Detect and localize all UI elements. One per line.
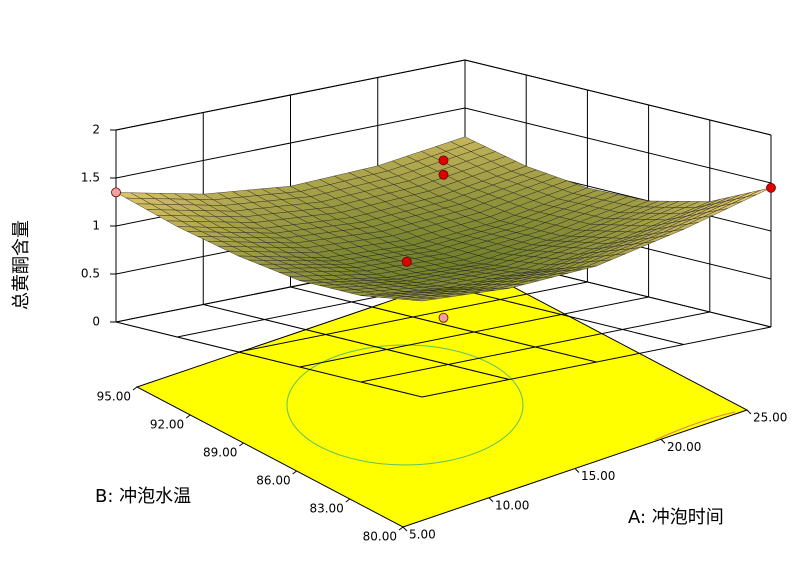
grid-line	[290, 286, 597, 363]
y-tick-label: 89.00	[203, 446, 237, 460]
axis-line	[464, 59, 772, 136]
x-tick-label: 15.00	[581, 469, 615, 483]
contour	[286, 344, 524, 466]
tick-mark	[132, 386, 138, 391]
y-tick-label: 80.00	[363, 530, 397, 544]
tick-mark	[402, 526, 408, 532]
design-point	[401, 256, 412, 267]
y-axis-title: B: 冲泡水温	[95, 486, 191, 507]
tick-mark	[398, 526, 404, 531]
x-tick-label: 20.00	[667, 440, 701, 454]
z-tick-label: 2	[92, 123, 100, 137]
y-tick-label: 86.00	[256, 474, 290, 488]
design-point	[766, 182, 776, 193]
tick-mark	[746, 409, 752, 415]
x-tick-label: 25.00	[753, 411, 787, 425]
z-tick-label: 1.5	[81, 171, 100, 185]
y-tick-label: 95.00	[97, 390, 131, 404]
tick-mark	[239, 442, 244, 447]
tick-mark	[488, 497, 494, 503]
tick-mark	[292, 470, 297, 475]
z-tick-label: 0	[92, 315, 100, 329]
tick-mark	[345, 498, 351, 503]
tick-mark	[185, 414, 191, 419]
grid-line	[421, 326, 772, 398]
y-tick-label: 92.00	[150, 418, 184, 432]
x-tick-label: 5.00	[409, 528, 436, 542]
design-point	[438, 312, 449, 323]
tick-mark	[574, 468, 580, 473]
grid-line	[464, 107, 772, 184]
grid-line	[203, 304, 510, 380]
design-point	[438, 155, 449, 166]
design-point	[438, 169, 449, 180]
grid-line	[299, 296, 649, 368]
grid-line	[115, 321, 423, 398]
z-tick-label: 0.5	[81, 267, 100, 281]
z-axis-title: 总黄酮含量	[11, 220, 32, 310]
x-tick-label: 10.00	[495, 498, 529, 512]
x-axis-title: A: 冲泡时间	[628, 507, 724, 528]
grid-line	[238, 281, 588, 353]
contour	[654, 411, 736, 441]
design-point	[111, 187, 121, 198]
axis-line	[115, 59, 466, 131]
floor-plane	[135, 269, 749, 528]
surface-patch	[411, 297, 437, 302]
grid-line	[360, 311, 710, 383]
y-tick-label: 83.00	[309, 502, 343, 516]
z-tick-label: 1	[92, 219, 100, 233]
tick-mark	[660, 438, 666, 444]
